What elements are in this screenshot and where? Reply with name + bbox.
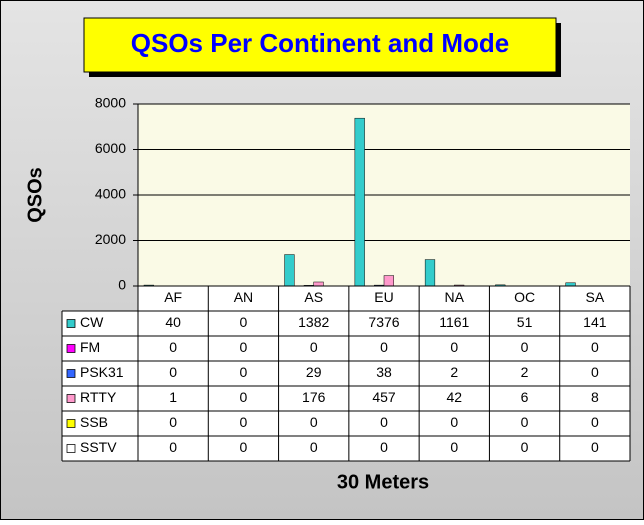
x-tick-label: NA [445,289,465,305]
table-value: 0 [450,439,458,455]
x-tick-label: AS [304,289,323,305]
table-value: 0 [240,414,248,430]
y-tick-label: 0 [118,277,126,293]
legend-label: SSB [80,414,108,430]
x-axis-title: 30 Meters [337,471,429,493]
table-value: 0 [591,439,599,455]
table-value: 0 [169,414,177,430]
table-value: 1161 [439,314,469,330]
table-value: 0 [591,339,599,355]
table-value: 0 [169,339,177,355]
table-value: 0 [521,439,529,455]
table-value: 51 [517,314,533,330]
table-value: 0 [240,389,248,405]
legend-key [67,370,75,378]
legend-label: CW [80,314,104,330]
table-value: 40 [165,314,181,330]
table-value: 176 [302,389,326,405]
table-value: 0 [521,339,529,355]
legend-key [67,445,75,453]
legend-label: PSK31 [80,364,124,380]
bar [285,255,295,286]
table-value: 457 [372,389,396,405]
table-value: 141 [583,314,607,330]
table-value: 0 [450,414,458,430]
table-value: 1382 [298,314,329,330]
table-value: 0 [591,364,599,380]
y-tick-label: 6000 [95,140,126,156]
table-value: 0 [310,439,318,455]
chart-title: QSOs Per Continent and Mode [131,28,509,58]
bar [314,282,324,286]
x-tick-label: AN [234,289,253,305]
table-value: 0 [240,339,248,355]
table-value: 0 [310,414,318,430]
table-value: 0 [169,439,177,455]
table-value: 2 [450,364,458,380]
x-tick-label: EU [374,289,393,305]
table-value: 42 [446,389,462,405]
table-value: 8 [591,389,599,405]
y-axis-title: QSOs [24,167,46,223]
legend-key [67,345,75,353]
table-value: 38 [376,364,392,380]
x-tick-label: AF [164,289,182,305]
table-value: 0 [240,364,248,380]
table-value: 0 [380,339,388,355]
legend-key [67,320,75,328]
x-tick-label: SA [586,289,605,305]
legend-label: FM [80,339,100,355]
legend-label: RTTY [80,389,117,405]
table-value: 0 [380,414,388,430]
table-value: 0 [450,339,458,355]
table-value: 0 [240,439,248,455]
legend-key [67,395,75,403]
legend-key [67,420,75,428]
bar [425,260,435,286]
y-tick-label: 4000 [95,186,126,202]
x-tick-label: OC [514,289,535,305]
bar [384,276,394,286]
table-value: 6 [521,389,529,405]
table-value: 0 [591,414,599,430]
table-value: 0 [521,414,529,430]
y-tick-label: 2000 [95,231,126,247]
y-tick-label: 8000 [95,95,126,111]
table-value: 1 [169,389,177,405]
table-value: 0 [169,364,177,380]
table-value: 0 [240,314,248,330]
bar [355,118,365,286]
table-value: 0 [380,439,388,455]
table-value: 0 [310,339,318,355]
table-value: 2 [521,364,529,380]
legend-label: SSTV [80,439,117,455]
table-value: 7376 [368,314,399,330]
table-value: 29 [306,364,322,380]
